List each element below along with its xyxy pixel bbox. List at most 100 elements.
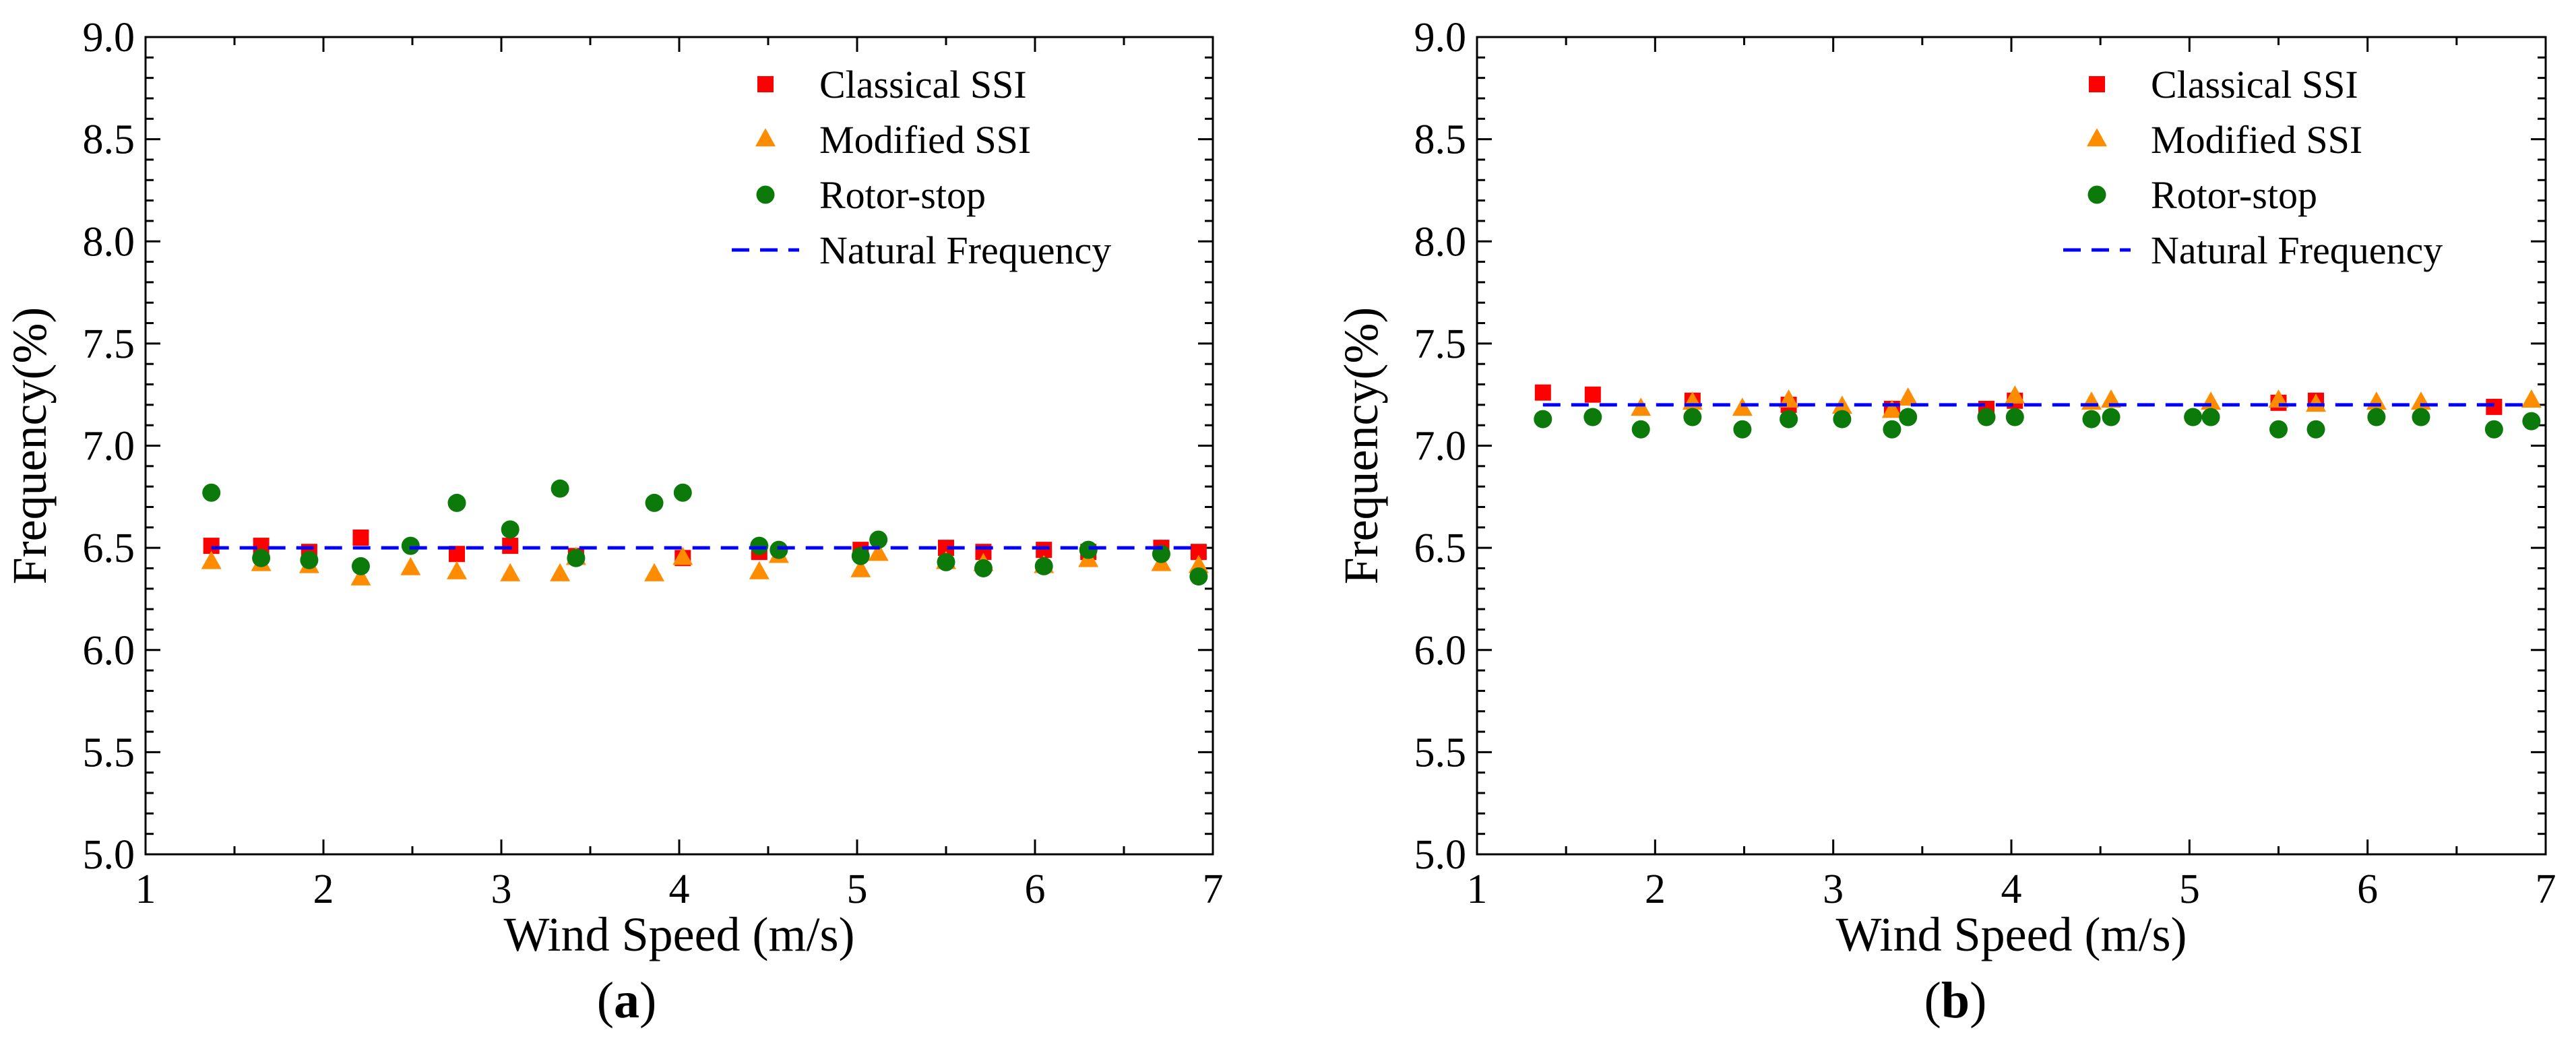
modified-ssi-point (400, 557, 421, 575)
y-axis-title: Frequency(%) (3, 307, 57, 585)
modified-ssi-point (2081, 391, 2102, 410)
classical-ssi-point (2486, 398, 2503, 415)
rotor-stop-point (252, 548, 271, 567)
modified-ssi-point (672, 546, 693, 565)
modified-ssi-point (1897, 387, 1918, 406)
modified-ssi-point (1631, 398, 1652, 416)
rotor-stop-point (1583, 408, 1602, 426)
rotor-stop-point (1189, 567, 1208, 586)
rotor-stop-point (2082, 410, 2101, 429)
panel-a: 1 2 3 4 5 6 7 5.0 5.5 6.0 6.5 7.0 7.5 8.0 8.5 9.0 Wind S… (3, 15, 1224, 1029)
x-tick-label: 3 (491, 866, 512, 912)
y-tick-label: 6.5 (1414, 526, 1467, 571)
panel-label-letter: a (614, 972, 639, 1029)
plot-frame (1476, 36, 2547, 856)
plot-frame (144, 36, 1214, 856)
rotor-stop-point (974, 559, 993, 577)
y-tick-label: 7.0 (83, 424, 135, 470)
modified-ssi-point (749, 561, 769, 579)
panel-b: 1 2 3 4 5 6 7 5.0 5.5 6.0 6.5 7.0 7.5 8.0 8.5 9.0 Wind S… (1334, 15, 2556, 1029)
y-tick-label: 7.0 (1414, 424, 1467, 470)
modified-ssi-point (2306, 393, 2327, 412)
y-tick-label: 6.0 (83, 628, 135, 674)
y-tick-label: 9.0 (1414, 15, 1467, 61)
legend-label-classical-ssi: Classical SSI (819, 63, 1027, 106)
legend-label-modified-ssi: Modified SSI (2151, 118, 2362, 162)
modified-ssi-point (350, 567, 371, 585)
rotor-stop-point (1534, 410, 1552, 429)
x-tick-label: 7 (1203, 866, 1224, 912)
modified-ssi-point (2410, 391, 2431, 410)
y-tick-label: 5.0 (1414, 832, 1467, 878)
modified-ssi-point (447, 561, 467, 579)
rotor-stop-point (1631, 420, 1650, 439)
rotor-stop-point (551, 479, 569, 498)
legend-swatch-rotor-stop (2087, 185, 2106, 204)
rotor-stop-point (202, 483, 221, 502)
x-tick-label: 5 (2179, 866, 2200, 912)
legend-label-classical-ssi: Classical SSI (2151, 63, 2358, 106)
classical-ssi-point (1584, 386, 1601, 403)
modified-ssi-point (500, 563, 521, 581)
x-tick-label: 4 (669, 866, 690, 912)
panel-label-open: ( (1924, 972, 1941, 1029)
modified-ssi-point (201, 550, 222, 569)
panel-label-letter: b (1941, 972, 1970, 1029)
panel-label: (a) (597, 972, 657, 1029)
modified-ssi-point (850, 559, 871, 577)
rotor-stop-point (1034, 557, 1053, 575)
classical-ssi-point (352, 529, 369, 546)
panel-label: (b) (1924, 972, 1987, 1029)
panel-label-open: ( (597, 972, 614, 1029)
rotor-stop-point (1833, 410, 1852, 429)
x-tick-label: 1 (1467, 866, 1488, 912)
modified-ssi-point (1778, 389, 1799, 408)
modified-ssi-point (2101, 389, 2122, 408)
rotor-stop-point (1780, 410, 1798, 429)
rotor-stop-point (2201, 408, 2220, 426)
x-tick-label: 2 (313, 866, 334, 912)
rotor-stop-point (2184, 408, 2203, 426)
rotor-stop-point (2005, 408, 2024, 426)
y-tick-label: 7.5 (1414, 321, 1467, 367)
rotor-stop-point (750, 536, 769, 555)
rotor-stop-point (567, 548, 586, 567)
modified-ssi-point (868, 542, 889, 561)
rotor-stop-point (673, 483, 692, 502)
x-tick-label: 6 (1025, 866, 1046, 912)
modified-ssi-point (2366, 391, 2387, 410)
rotor-stop-point (1883, 420, 1902, 439)
rotor-stop-point (351, 557, 370, 575)
x-tick-label: 1 (135, 866, 156, 912)
y-tick-label: 8.0 (1414, 219, 1467, 265)
modified-ssi-point (2201, 391, 2222, 410)
y-tick-label: 7.5 (83, 321, 135, 367)
x-tick-label: 4 (2001, 866, 2022, 912)
rotor-stop-point (1683, 408, 1702, 426)
classical-ssi-point (1534, 384, 1551, 401)
legend-label-natural-frequency: Natural Frequency (2151, 228, 2443, 272)
y-tick-label: 5.0 (83, 832, 135, 878)
modified-ssi-point (2521, 389, 2542, 408)
modified-ssi-point (550, 563, 571, 581)
y-tick-label: 8.5 (1414, 117, 1467, 163)
rotor-stop-point (851, 546, 870, 565)
rotor-stop-point (2412, 408, 2430, 426)
y-tick-label: 5.5 (1414, 730, 1467, 775)
modified-ssi-point (1732, 398, 1753, 416)
x-tick-label: 6 (2357, 866, 2378, 912)
rotor-stop-point (645, 493, 664, 512)
y-axis-title: Frequency(%) (1334, 307, 1388, 585)
y-tick-label: 8.5 (83, 117, 135, 163)
rotor-stop-point (1899, 408, 1918, 426)
legend-swatch-classical-ssi (757, 76, 774, 92)
legend-label-rotor-stop: Rotor-stop (819, 173, 986, 217)
y-tick-label: 6.0 (1414, 628, 1467, 674)
modified-ssi-point (1188, 554, 1209, 573)
panel-label-close: ) (1970, 972, 1986, 1029)
legend-label-modified-ssi: Modified SSI (819, 118, 1031, 162)
modified-ssi-point (1881, 400, 1902, 418)
rotor-stop-point (937, 552, 955, 571)
rotor-stop-point (2306, 420, 2325, 439)
